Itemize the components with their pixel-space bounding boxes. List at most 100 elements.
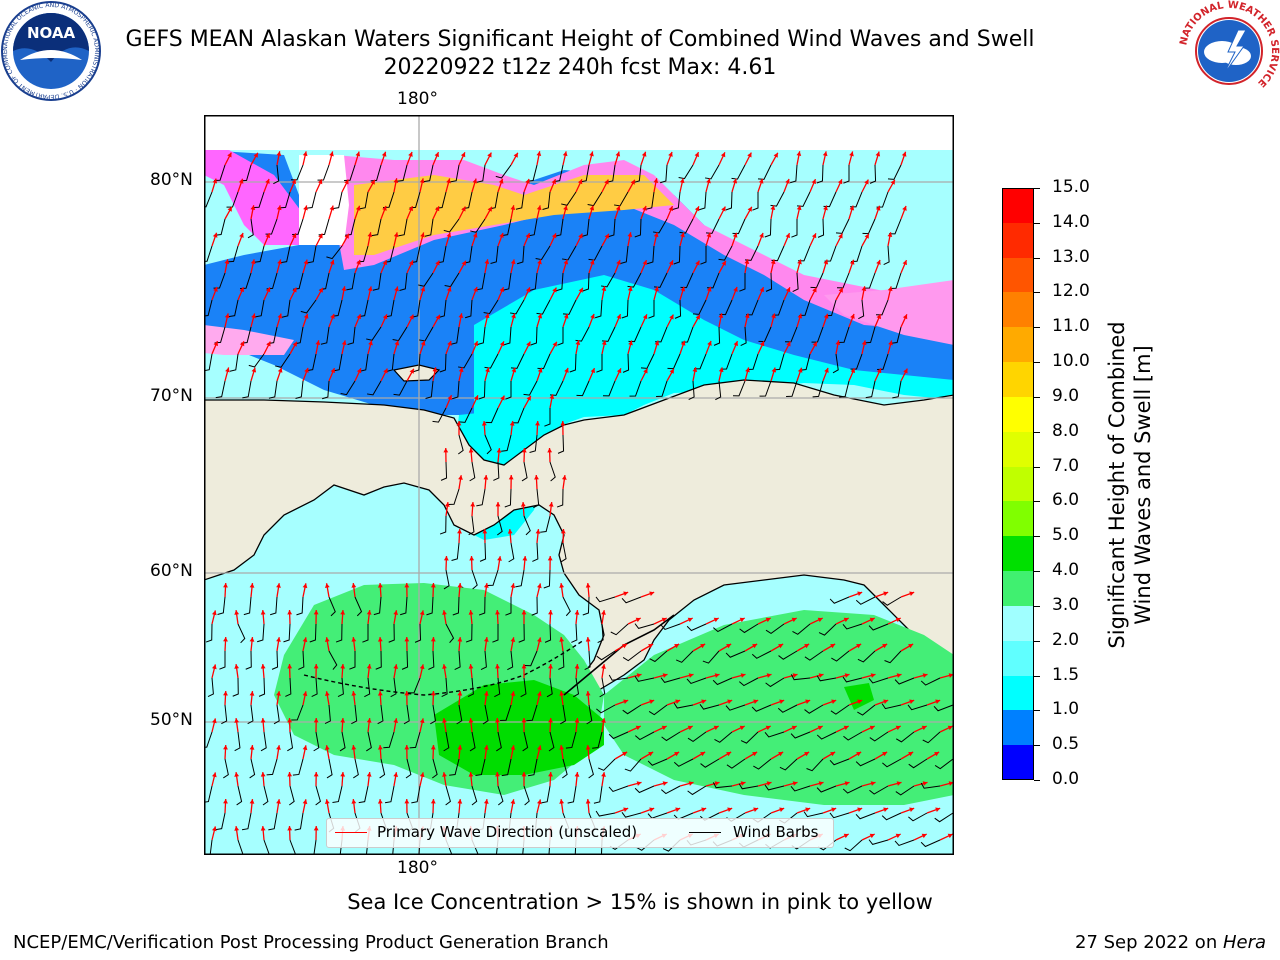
wave-arrow-head (444, 502, 450, 507)
wind-barb (554, 218, 564, 237)
colorbar-segment (1002, 640, 1034, 677)
wave-arrow-head (864, 179, 869, 185)
wave-arrow-head (500, 395, 505, 401)
wind-barb (439, 515, 447, 535)
wind-barb (908, 812, 928, 822)
wave-arrow-head (382, 260, 387, 266)
wind-barb (403, 704, 410, 725)
wind-barb (922, 731, 941, 744)
wave-arrow-head (368, 340, 373, 346)
wave-arrow-head (330, 313, 335, 319)
wind-barb (660, 623, 681, 631)
wind-barb (432, 407, 447, 423)
wind-barb (560, 542, 567, 563)
wind-barb (234, 731, 241, 752)
wave-arrow-head (714, 781, 720, 786)
wind-barb (818, 623, 837, 636)
map-legend: Primary Wave Direction (unscaled) Wind B… (326, 818, 834, 848)
wind-barb (842, 785, 863, 794)
wave-arrow-head (674, 644, 680, 649)
wind-barb (497, 785, 504, 806)
wave-arrow-head (726, 752, 732, 757)
wind-barb (463, 245, 473, 264)
wave-arrow-head (260, 826, 266, 831)
wind-barb (482, 704, 489, 725)
wave-arrow-head (234, 826, 240, 831)
wave-arrow-head (223, 745, 228, 750)
wave-arrow-head (585, 691, 591, 696)
wind-barb (608, 731, 629, 740)
wave-arrow-head (430, 745, 436, 750)
wave-arrow-head (805, 699, 811, 704)
wave-arrow-head (227, 206, 232, 212)
wind-barb (247, 218, 254, 239)
wave-arrow-head (472, 178, 478, 184)
footer-machine: Hera (1222, 932, 1266, 953)
wind-barb (413, 353, 421, 373)
wind-barb (556, 488, 564, 508)
wind-barb-swatch (689, 832, 721, 833)
wind-barb (292, 218, 304, 236)
wave-arrow-head (487, 206, 492, 212)
wind-barb (523, 380, 538, 396)
wind-barb (536, 299, 551, 315)
wind-barb (443, 731, 450, 752)
wave-arrow-head (615, 151, 621, 157)
wind-barb (660, 677, 681, 683)
wind-barb (869, 164, 877, 184)
wave-arrow-head (857, 591, 863, 596)
wind-barb (326, 245, 343, 260)
wave-arrow-head (718, 313, 724, 319)
colorbar-tick-mark (1034, 292, 1040, 294)
wind-barb (490, 245, 499, 264)
wave-arrow-head (830, 752, 836, 757)
wave-arrow-head (497, 556, 502, 561)
wind-barb (204, 191, 213, 208)
wave-arrow-head (521, 448, 527, 453)
wind-barb (478, 596, 486, 616)
wave-arrow-head (355, 205, 361, 211)
wave-arrow-head (902, 314, 908, 320)
wave-arrow-head (887, 232, 893, 238)
wind-barb (496, 731, 502, 752)
wind-barb (581, 218, 590, 237)
wave-arrow-head (460, 152, 466, 158)
wind-barb (298, 650, 305, 670)
wind-barb (732, 218, 746, 235)
wind-barb (733, 380, 746, 397)
wind-barb (634, 785, 655, 794)
wind-barb (232, 677, 239, 697)
wave-arrow-head (547, 556, 553, 561)
wave-arrow-head (601, 340, 607, 346)
wind-barb (485, 407, 499, 424)
wave-arrow-head (643, 368, 648, 374)
wind-barb (624, 758, 642, 772)
wind-barb (726, 758, 746, 769)
wave-arrow-head (404, 691, 410, 696)
wind-barb (373, 596, 382, 616)
wave-arrow-head (674, 752, 680, 757)
wave-arrow-head (758, 178, 764, 184)
colorbar-segment (1002, 710, 1034, 746)
colorbar-tick-mark (1034, 327, 1040, 329)
wind-barb (573, 677, 580, 698)
wind-barb (469, 461, 476, 482)
wind-barb (857, 704, 876, 716)
colorbar-tick-label: 1.5 (1052, 664, 1080, 685)
wave-arrow-head (457, 529, 462, 534)
wave-arrow-head (766, 673, 772, 678)
aleutian-islands (303, 639, 585, 696)
wave-arrow-head (287, 826, 293, 831)
map-frame (204, 115, 954, 855)
wind-barb (700, 758, 720, 768)
wave-arrow-head (522, 556, 528, 561)
wave-arrow-head (831, 807, 837, 812)
wave-height-map[interactable] (204, 115, 954, 855)
wind-barb (315, 785, 321, 806)
wind-barb (287, 731, 294, 752)
wave-arrow-head (483, 691, 489, 696)
wave-arrow-head (823, 205, 828, 211)
wind-barb (311, 677, 318, 697)
wave-arrow-head (578, 287, 583, 293)
wind-barb (674, 299, 682, 319)
